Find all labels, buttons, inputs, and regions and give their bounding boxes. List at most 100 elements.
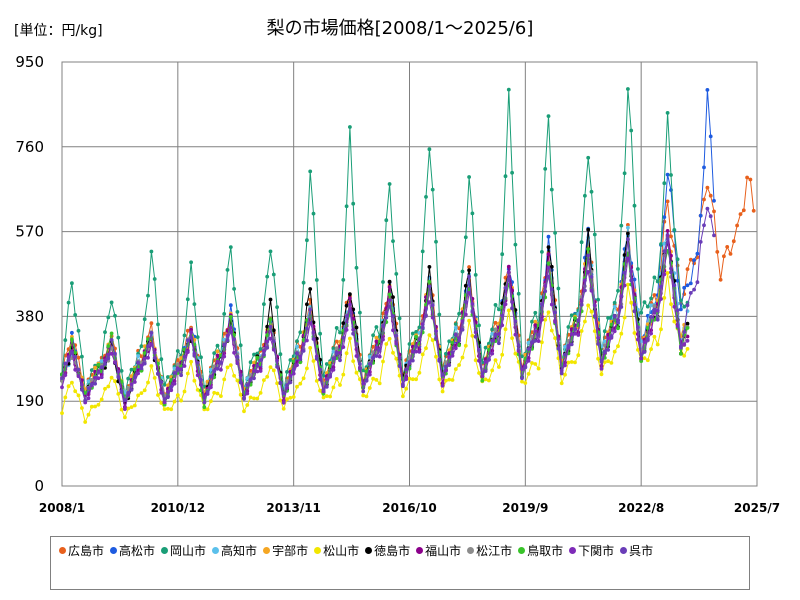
- data-point: [358, 310, 362, 315]
- data-point: [219, 360, 223, 365]
- data-point: [430, 338, 435, 342]
- data-point: [546, 234, 551, 239]
- legend-item: 松山市: [314, 542, 359, 559]
- data-point: [473, 334, 478, 339]
- legend-item: 岡山市: [161, 542, 206, 559]
- series-松山市: [60, 271, 690, 424]
- data-point: [662, 296, 667, 300]
- data-point: [543, 317, 548, 322]
- data-point: [96, 370, 101, 374]
- data-point: [225, 268, 230, 272]
- data-point: [387, 298, 392, 303]
- data-point: [662, 249, 667, 254]
- data-point: [348, 292, 352, 297]
- data-point: [688, 291, 693, 295]
- data-point: [490, 327, 495, 332]
- data-point: [586, 270, 591, 274]
- data-point: [606, 359, 610, 364]
- data-point: [513, 242, 518, 247]
- data-point: [268, 324, 273, 329]
- data-point: [695, 280, 700, 285]
- data-point: [123, 407, 127, 411]
- data-point: [63, 395, 68, 400]
- data-point: [579, 329, 584, 333]
- data-point: [427, 284, 432, 289]
- data-point: [649, 331, 653, 336]
- data-point: [652, 275, 657, 280]
- data-point: [632, 309, 637, 314]
- data-point: [113, 313, 117, 318]
- data-point: [129, 388, 134, 392]
- data-point: [675, 278, 680, 283]
- data-point: [321, 395, 326, 400]
- data-point: [715, 250, 720, 254]
- data-point: [93, 404, 97, 409]
- data-point: [553, 336, 557, 340]
- legend-label: 高知市: [221, 544, 258, 558]
- data-point: [305, 326, 309, 331]
- data-point: [228, 303, 233, 308]
- data-point: [569, 313, 574, 318]
- data-point: [76, 393, 81, 398]
- data-point: [414, 344, 418, 349]
- data-point: [73, 367, 78, 372]
- data-point: [146, 337, 150, 341]
- data-point: [546, 261, 551, 266]
- legend-item: 呉市: [620, 542, 653, 559]
- data-point: [420, 352, 425, 357]
- data-point: [483, 345, 488, 350]
- data-point: [129, 367, 134, 372]
- data-point: [222, 331, 227, 336]
- data-point: [530, 340, 534, 345]
- data-point: [487, 378, 491, 383]
- data-point: [73, 350, 78, 355]
- data-point: [669, 302, 673, 306]
- data-point: [291, 367, 296, 372]
- data-point: [308, 346, 313, 350]
- data-point: [559, 371, 564, 376]
- data-point: [268, 317, 273, 322]
- data-point: [682, 330, 687, 334]
- y-tick-label: 0: [34, 477, 44, 495]
- data-point: [99, 375, 104, 380]
- data-point: [106, 384, 111, 389]
- data-point: [520, 376, 524, 381]
- data-point: [106, 356, 111, 361]
- data-point: [642, 300, 647, 305]
- data-point: [265, 374, 270, 379]
- data-point: [298, 357, 303, 361]
- data-point: [616, 288, 620, 293]
- data-point: [265, 345, 270, 350]
- data-point: [530, 361, 534, 365]
- data-point: [510, 170, 514, 175]
- data-point: [179, 398, 184, 403]
- data-point: [381, 311, 385, 316]
- data-point: [616, 320, 620, 325]
- data-point: [162, 407, 167, 411]
- data-point: [99, 359, 104, 363]
- data-point: [427, 265, 432, 269]
- data-point: [546, 310, 551, 315]
- legend-label: 広島市: [68, 544, 105, 558]
- data-point: [318, 388, 322, 393]
- data-point: [490, 368, 495, 373]
- data-point: [453, 322, 458, 326]
- legend-item: 広島市: [59, 542, 104, 559]
- data-point: [331, 349, 336, 354]
- data-point: [460, 327, 465, 332]
- data-point: [708, 193, 713, 198]
- data-point: [166, 383, 170, 388]
- data-point: [745, 175, 749, 180]
- y-tick-label: 950: [15, 53, 44, 71]
- series-呉市: [60, 206, 716, 405]
- data-point: [417, 325, 422, 330]
- data-point: [682, 304, 687, 309]
- data-point: [182, 389, 187, 394]
- data-point: [351, 359, 356, 363]
- data-point: [626, 225, 630, 230]
- data-point: [536, 339, 541, 343]
- data-point: [162, 397, 167, 402]
- data-point: [76, 355, 81, 360]
- legend-label: 下関市: [578, 544, 615, 558]
- data-point: [503, 302, 508, 307]
